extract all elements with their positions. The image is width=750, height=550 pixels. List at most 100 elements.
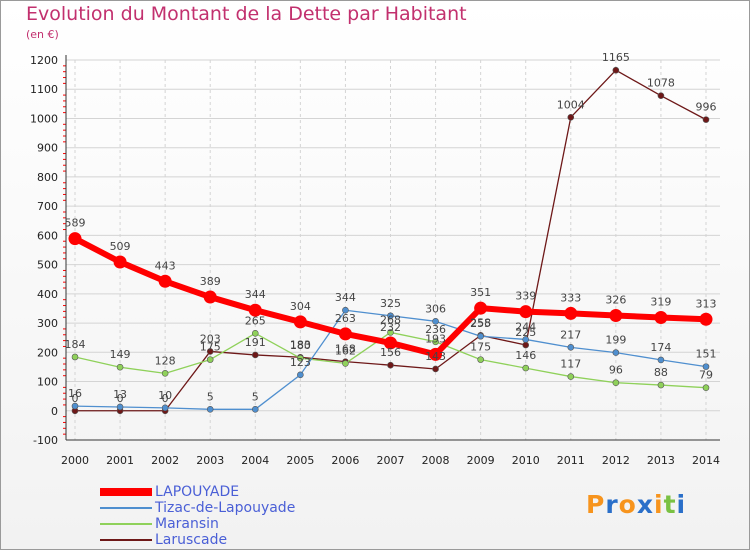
data-label: 225: [515, 326, 536, 339]
data-label: 13: [113, 388, 127, 401]
data-label: 319: [650, 296, 671, 309]
axes: -100010020030040050060070080090010001100…: [30, 54, 720, 467]
data-point: [699, 312, 713, 326]
x-tick-label: 2003: [196, 454, 224, 467]
data-label: 151: [696, 348, 717, 361]
data-point: [203, 290, 217, 304]
data-point: [158, 274, 172, 288]
x-tick-label: 2002: [151, 454, 179, 467]
data-point: [432, 338, 439, 346]
data-point: [71, 402, 79, 410]
data-label: 509: [110, 240, 131, 253]
data-label: 191: [245, 336, 266, 349]
data-point: [429, 347, 443, 361]
data-label: 183: [290, 338, 311, 351]
data-point: [432, 318, 439, 325]
chart-subtitle: (en €): [26, 28, 59, 41]
data-label: 313: [696, 297, 717, 310]
data-point: [387, 312, 394, 320]
data-label: 168: [335, 343, 356, 356]
data-point: [338, 327, 352, 341]
data-label: 1165: [602, 51, 630, 64]
y-tick-label: 100: [37, 376, 58, 389]
y-tick-label: 600: [37, 229, 58, 242]
logo-letter: t: [663, 490, 677, 519]
data-point: [251, 351, 259, 359]
data-label: 79: [699, 369, 713, 382]
data-point: [293, 315, 307, 329]
data-label: 1078: [647, 77, 675, 90]
data-label: 174: [650, 341, 671, 354]
data-label: 156: [380, 346, 401, 359]
data-label: 149: [110, 348, 131, 361]
legend-label: Laruscade: [155, 532, 228, 548]
data-label: 96: [609, 364, 623, 377]
data-label: 5: [207, 390, 214, 403]
data-point: [522, 341, 530, 349]
x-tick-label: 2007: [377, 454, 405, 467]
data-label: 351: [470, 286, 491, 299]
data-label: 255: [470, 317, 491, 330]
data-point: [657, 356, 665, 364]
data-point: [477, 356, 484, 363]
y-tick-label: 500: [37, 259, 58, 272]
logo-letter: i: [676, 490, 687, 519]
data-label: 325: [380, 297, 401, 310]
data-label: 193: [425, 332, 446, 345]
data-label: 162: [335, 344, 356, 357]
legend-item: Tizac-de-Lapouyade: [100, 500, 340, 516]
data-label: 175: [200, 341, 221, 354]
data-label: 10: [158, 389, 172, 402]
y-tick-label: 1200: [30, 54, 58, 67]
data-label: 344: [245, 288, 266, 301]
data-label: 244: [515, 320, 536, 333]
data-point: [567, 113, 575, 121]
logo-letter: r: [605, 490, 619, 519]
y-tick-label: 300: [37, 317, 58, 330]
data-label: 306: [425, 302, 446, 315]
legend-swatch: [100, 507, 152, 509]
data-point: [68, 232, 82, 246]
data-label: 184: [65, 338, 86, 351]
data-label: 344: [335, 291, 356, 304]
data-point: [657, 92, 665, 99]
data-label: 143: [425, 350, 446, 363]
data-label: 0: [117, 392, 124, 405]
legend-item: Laruscade: [100, 532, 340, 548]
legend-swatch: [100, 523, 152, 525]
data-point: [612, 66, 620, 74]
data-label: 5: [252, 390, 259, 403]
legend-label: Tizac-de-Lapouyade: [155, 500, 296, 516]
data-point: [612, 379, 620, 387]
x-tick-label: 2014: [692, 454, 720, 467]
data-label: 265: [245, 314, 266, 327]
legend-item: LAPOUYADE: [100, 484, 340, 500]
x-tick-label: 2004: [241, 454, 269, 467]
data-point: [206, 406, 214, 413]
data-point: [387, 361, 394, 369]
x-tick-label: 2005: [286, 454, 314, 467]
data-point: [206, 348, 214, 355]
data-point: [657, 381, 665, 389]
data-point: [567, 373, 575, 380]
data-point: [251, 330, 259, 337]
data-label: 88: [654, 366, 668, 379]
x-tick-label: 2008: [422, 454, 450, 467]
data-point: [297, 371, 304, 379]
data-label: 996: [696, 101, 717, 114]
grid: [66, 59, 720, 441]
data-label: 123: [290, 356, 311, 369]
legend-swatch: [100, 539, 152, 541]
data-label: 232: [380, 321, 401, 334]
data-point: [477, 332, 484, 340]
data-point: [248, 303, 262, 317]
logo-letter: P: [586, 490, 606, 519]
y-tick-label: 1000: [30, 112, 58, 125]
x-tick-label: 2012: [602, 454, 630, 467]
data-point: [519, 305, 533, 319]
data-label: 180: [290, 339, 311, 352]
data-label: 0: [162, 392, 169, 405]
logo-letter: i: [654, 490, 664, 519]
legend-item: Maransin: [100, 516, 340, 532]
